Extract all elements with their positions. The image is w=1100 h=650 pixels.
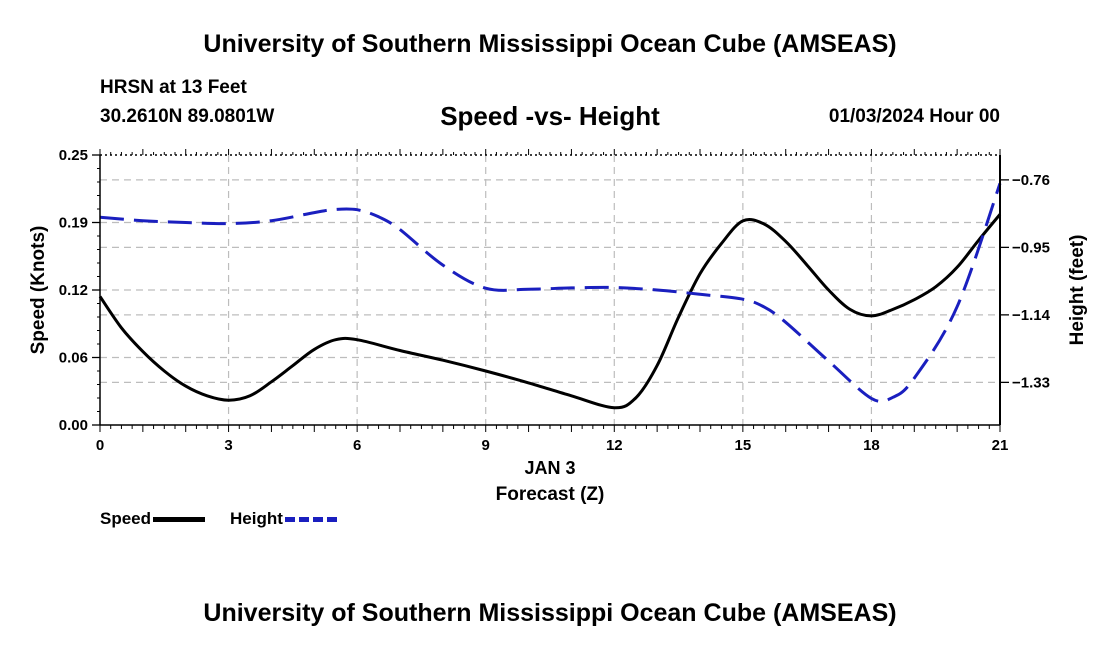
y2-tick-label: −0.95 [1012, 239, 1050, 256]
footer-title: University of Southern Mississippi Ocean… [203, 599, 897, 627]
legend-speed-label: Speed [100, 509, 152, 528]
x-tick-label: 21 [992, 437, 1009, 454]
axes: 0 3 6 9 12 15 18 21 0.00 0.06 0.12 0.19 0.25 −0.76 −0.… [59, 147, 1051, 454]
forecast-datetime: 01/03/2024 Hour 00 [828, 106, 1000, 127]
x-tick-label: 3 [224, 437, 232, 454]
y-tick-label: 0.00 [59, 417, 88, 434]
station-label: HRSN at 13 Feet [100, 77, 247, 98]
y-tick-label: 0.19 [59, 215, 88, 232]
x-axis-date-label: JAN 3 [524, 458, 575, 478]
station-coordinates: 30.2610N 89.0801W [100, 106, 275, 127]
y-axis-label: Speed (Knots) [28, 226, 49, 355]
x-tick-label: 12 [606, 437, 623, 454]
x-tick-label: 6 [353, 437, 361, 454]
x-tick-label: 15 [735, 437, 752, 454]
grid-lines [100, 155, 1000, 425]
legend-speed: Speed [100, 509, 206, 529]
x-axis-label: Forecast (Z) [496, 484, 605, 505]
legend-height-swatch [284, 516, 337, 522]
legend-height: Height [230, 509, 337, 529]
x-tick-label: 0 [96, 437, 104, 454]
y-tick-label: 0.12 [59, 282, 88, 299]
series-layer [98, 182, 1002, 410]
y-tick-label: 0.25 [59, 147, 88, 164]
y2-tick-label: −0.76 [1012, 172, 1050, 189]
chart-subtitle: Speed -vs- Height [440, 101, 660, 131]
x-tick-label: 9 [482, 437, 490, 454]
y2-axis-label: Height (feet) [1067, 235, 1088, 346]
series-line-height [99, 182, 1002, 404]
y2-tick-label: −1.33 [1012, 374, 1050, 391]
legend-speed-swatch [153, 516, 206, 522]
legend-height-label: Height [230, 509, 283, 528]
x-tick-label: 18 [863, 437, 880, 454]
series-line-speed [98, 213, 1002, 410]
y-tick-label: 0.06 [59, 350, 88, 367]
y2-tick-label: −1.14 [1012, 307, 1051, 324]
page-title: University of Southern Mississippi Ocean… [203, 30, 897, 58]
